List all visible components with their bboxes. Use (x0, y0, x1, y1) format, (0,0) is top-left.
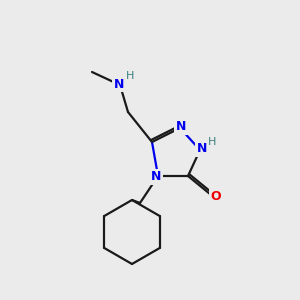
Text: N: N (176, 121, 186, 134)
Text: N: N (197, 142, 207, 155)
Text: N: N (151, 170, 161, 184)
Text: H: H (208, 137, 216, 147)
Text: H: H (126, 71, 134, 81)
Text: O: O (211, 190, 221, 202)
Text: N: N (114, 77, 124, 91)
